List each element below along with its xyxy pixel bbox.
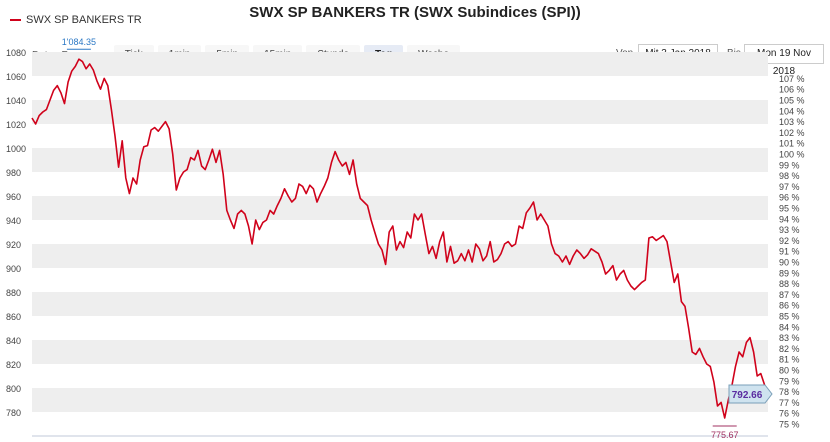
y-tick-label: 980 <box>6 168 21 178</box>
right-axis-label: 79 % <box>779 376 800 386</box>
max-label: 1'084.35 <box>62 37 96 47</box>
right-axis-label: 101 % <box>779 139 805 149</box>
chart-title: SWX SP BANKERS TR (SWX Subindices (SPI)) <box>249 4 581 21</box>
last-value-badge <box>728 384 773 404</box>
right-axis-label: 93 % <box>779 225 800 235</box>
right-axis-label: 75 % <box>779 420 800 430</box>
right-axis-label: 91 % <box>779 247 800 257</box>
y-tick-label: 1020 <box>6 120 26 130</box>
grid-band <box>32 148 768 172</box>
right-axis-label: 94 % <box>779 214 800 224</box>
y-tick-label: 960 <box>6 192 21 202</box>
right-axis-label: 99 % <box>779 160 800 170</box>
right-axis-label: 80 % <box>779 366 800 376</box>
right-axis-label: 96 % <box>779 193 800 203</box>
right-axis-label: 89 % <box>779 268 800 278</box>
right-axis-label: 82 % <box>779 344 800 354</box>
right-axis-label: 98 % <box>779 171 800 181</box>
grid-band <box>32 388 768 412</box>
legend-swatch <box>10 19 21 21</box>
right-axis-label: 103 % <box>779 117 805 127</box>
y-tick-label: 1000 <box>6 144 26 154</box>
grid-band <box>32 292 768 316</box>
right-axis-label: 95 % <box>779 204 800 214</box>
right-axis-label: 102 % <box>779 128 805 138</box>
right-axis-label: 81 % <box>779 355 800 365</box>
right-axis-label: 84 % <box>779 322 800 332</box>
grid-band <box>32 196 768 220</box>
y-tick-label: 800 <box>6 384 21 394</box>
chart-legend: SWX SP BANKERS TR <box>10 14 142 26</box>
right-axis-label: 85 % <box>779 312 800 322</box>
y-tick-label: 900 <box>6 264 21 274</box>
right-axis-label: 87 % <box>779 290 800 300</box>
right-axis-label: 76 % <box>779 409 800 419</box>
right-axis-label: 90 % <box>779 258 800 268</box>
y-tick-label: 920 <box>6 240 21 250</box>
right-axis-label: 78 % <box>779 387 800 397</box>
y-tick-label: 860 <box>6 312 21 322</box>
y-tick-label: 1060 <box>6 72 26 82</box>
right-axis-label: 107 % <box>779 74 805 84</box>
right-axis-label: 104 % <box>779 106 805 116</box>
right-axis-label: 86 % <box>779 301 800 311</box>
grid-band <box>32 244 768 268</box>
y-tick-label: 880 <box>6 288 21 298</box>
y-tick-label: 940 <box>6 216 21 226</box>
right-axis-label: 77 % <box>779 398 800 408</box>
min-label: 775.67 <box>711 430 739 440</box>
right-axis-label: 106 % <box>779 85 805 95</box>
last-value-label: 792.66 <box>732 390 763 401</box>
y-tick-label: 1080 <box>6 48 26 58</box>
right-axis-label: 92 % <box>779 236 800 246</box>
right-axis-label: 100 % <box>779 150 805 160</box>
grid-band <box>32 100 768 124</box>
right-axis-label: 105 % <box>779 96 805 106</box>
legend-label: SWX SP BANKERS TR <box>26 14 142 26</box>
y-tick-label: 820 <box>6 360 21 370</box>
y-tick-label: 840 <box>6 336 21 346</box>
series-line <box>31 58 769 419</box>
right-axis-label: 83 % <box>779 333 800 343</box>
right-axis-label: 97 % <box>779 182 800 192</box>
y-tick-label: 1040 <box>6 96 26 106</box>
grid-band <box>32 340 768 364</box>
right-axis-label: 88 % <box>779 279 800 289</box>
y-tick-label: 780 <box>6 408 21 418</box>
grid-band <box>32 52 768 76</box>
